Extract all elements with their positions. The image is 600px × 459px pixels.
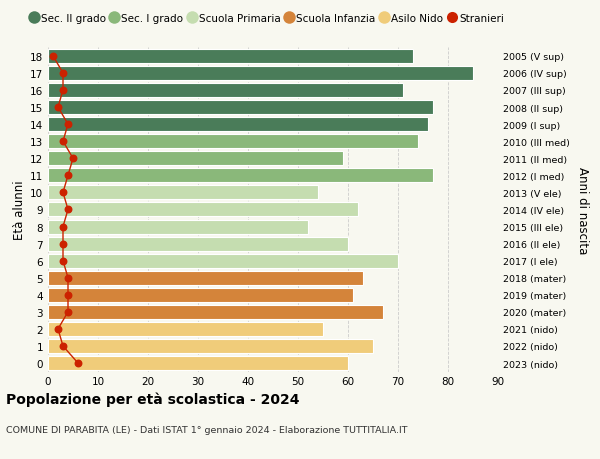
Bar (48, 152, 343, 166)
Point (58, 189, 68, 196)
Text: Popolazione per età scolastica - 2024: Popolazione per età scolastica - 2024 (6, 392, 299, 406)
Point (63, 121, 73, 129)
Point (53, 325, 63, 333)
Y-axis label: Età alunni: Età alunni (13, 180, 26, 240)
Bar (48, 288, 353, 302)
Point (68, 155, 78, 162)
Point (73, 359, 83, 367)
Point (53, 104, 63, 112)
Point (63, 308, 73, 316)
Point (58, 241, 68, 248)
Bar (48, 50, 413, 64)
Y-axis label: Anni di nascita: Anni di nascita (576, 167, 589, 253)
Point (58, 224, 68, 231)
Legend: Sec. II grado, Sec. I grado, Scuola Primaria, Scuola Infanzia, Asilo Nido, Stran: Sec. II grado, Sec. I grado, Scuola Prim… (26, 10, 508, 28)
Point (58, 138, 68, 146)
Bar (48, 135, 418, 149)
Point (63, 274, 73, 282)
Point (63, 291, 73, 299)
Bar (48, 254, 398, 268)
Point (63, 207, 73, 214)
Point (48, 53, 58, 61)
Point (58, 87, 68, 95)
Point (58, 70, 68, 78)
Bar (48, 356, 348, 370)
Bar (48, 84, 403, 98)
Bar (48, 237, 348, 251)
Bar (48, 101, 433, 115)
Bar (48, 118, 428, 132)
Bar (48, 203, 358, 217)
Bar (48, 186, 318, 200)
Point (58, 257, 68, 265)
Text: COMUNE DI PARABITA (LE) - Dati ISTAT 1° gennaio 2024 - Elaborazione TUTTITALIA.I: COMUNE DI PARABITA (LE) - Dati ISTAT 1° … (6, 425, 407, 434)
Point (63, 172, 73, 179)
Bar (48, 169, 433, 183)
Bar (48, 305, 383, 319)
Bar (48, 339, 373, 353)
Bar (48, 220, 308, 234)
Bar (48, 67, 473, 81)
Bar (48, 322, 323, 336)
Point (58, 342, 68, 350)
Bar (48, 271, 363, 285)
